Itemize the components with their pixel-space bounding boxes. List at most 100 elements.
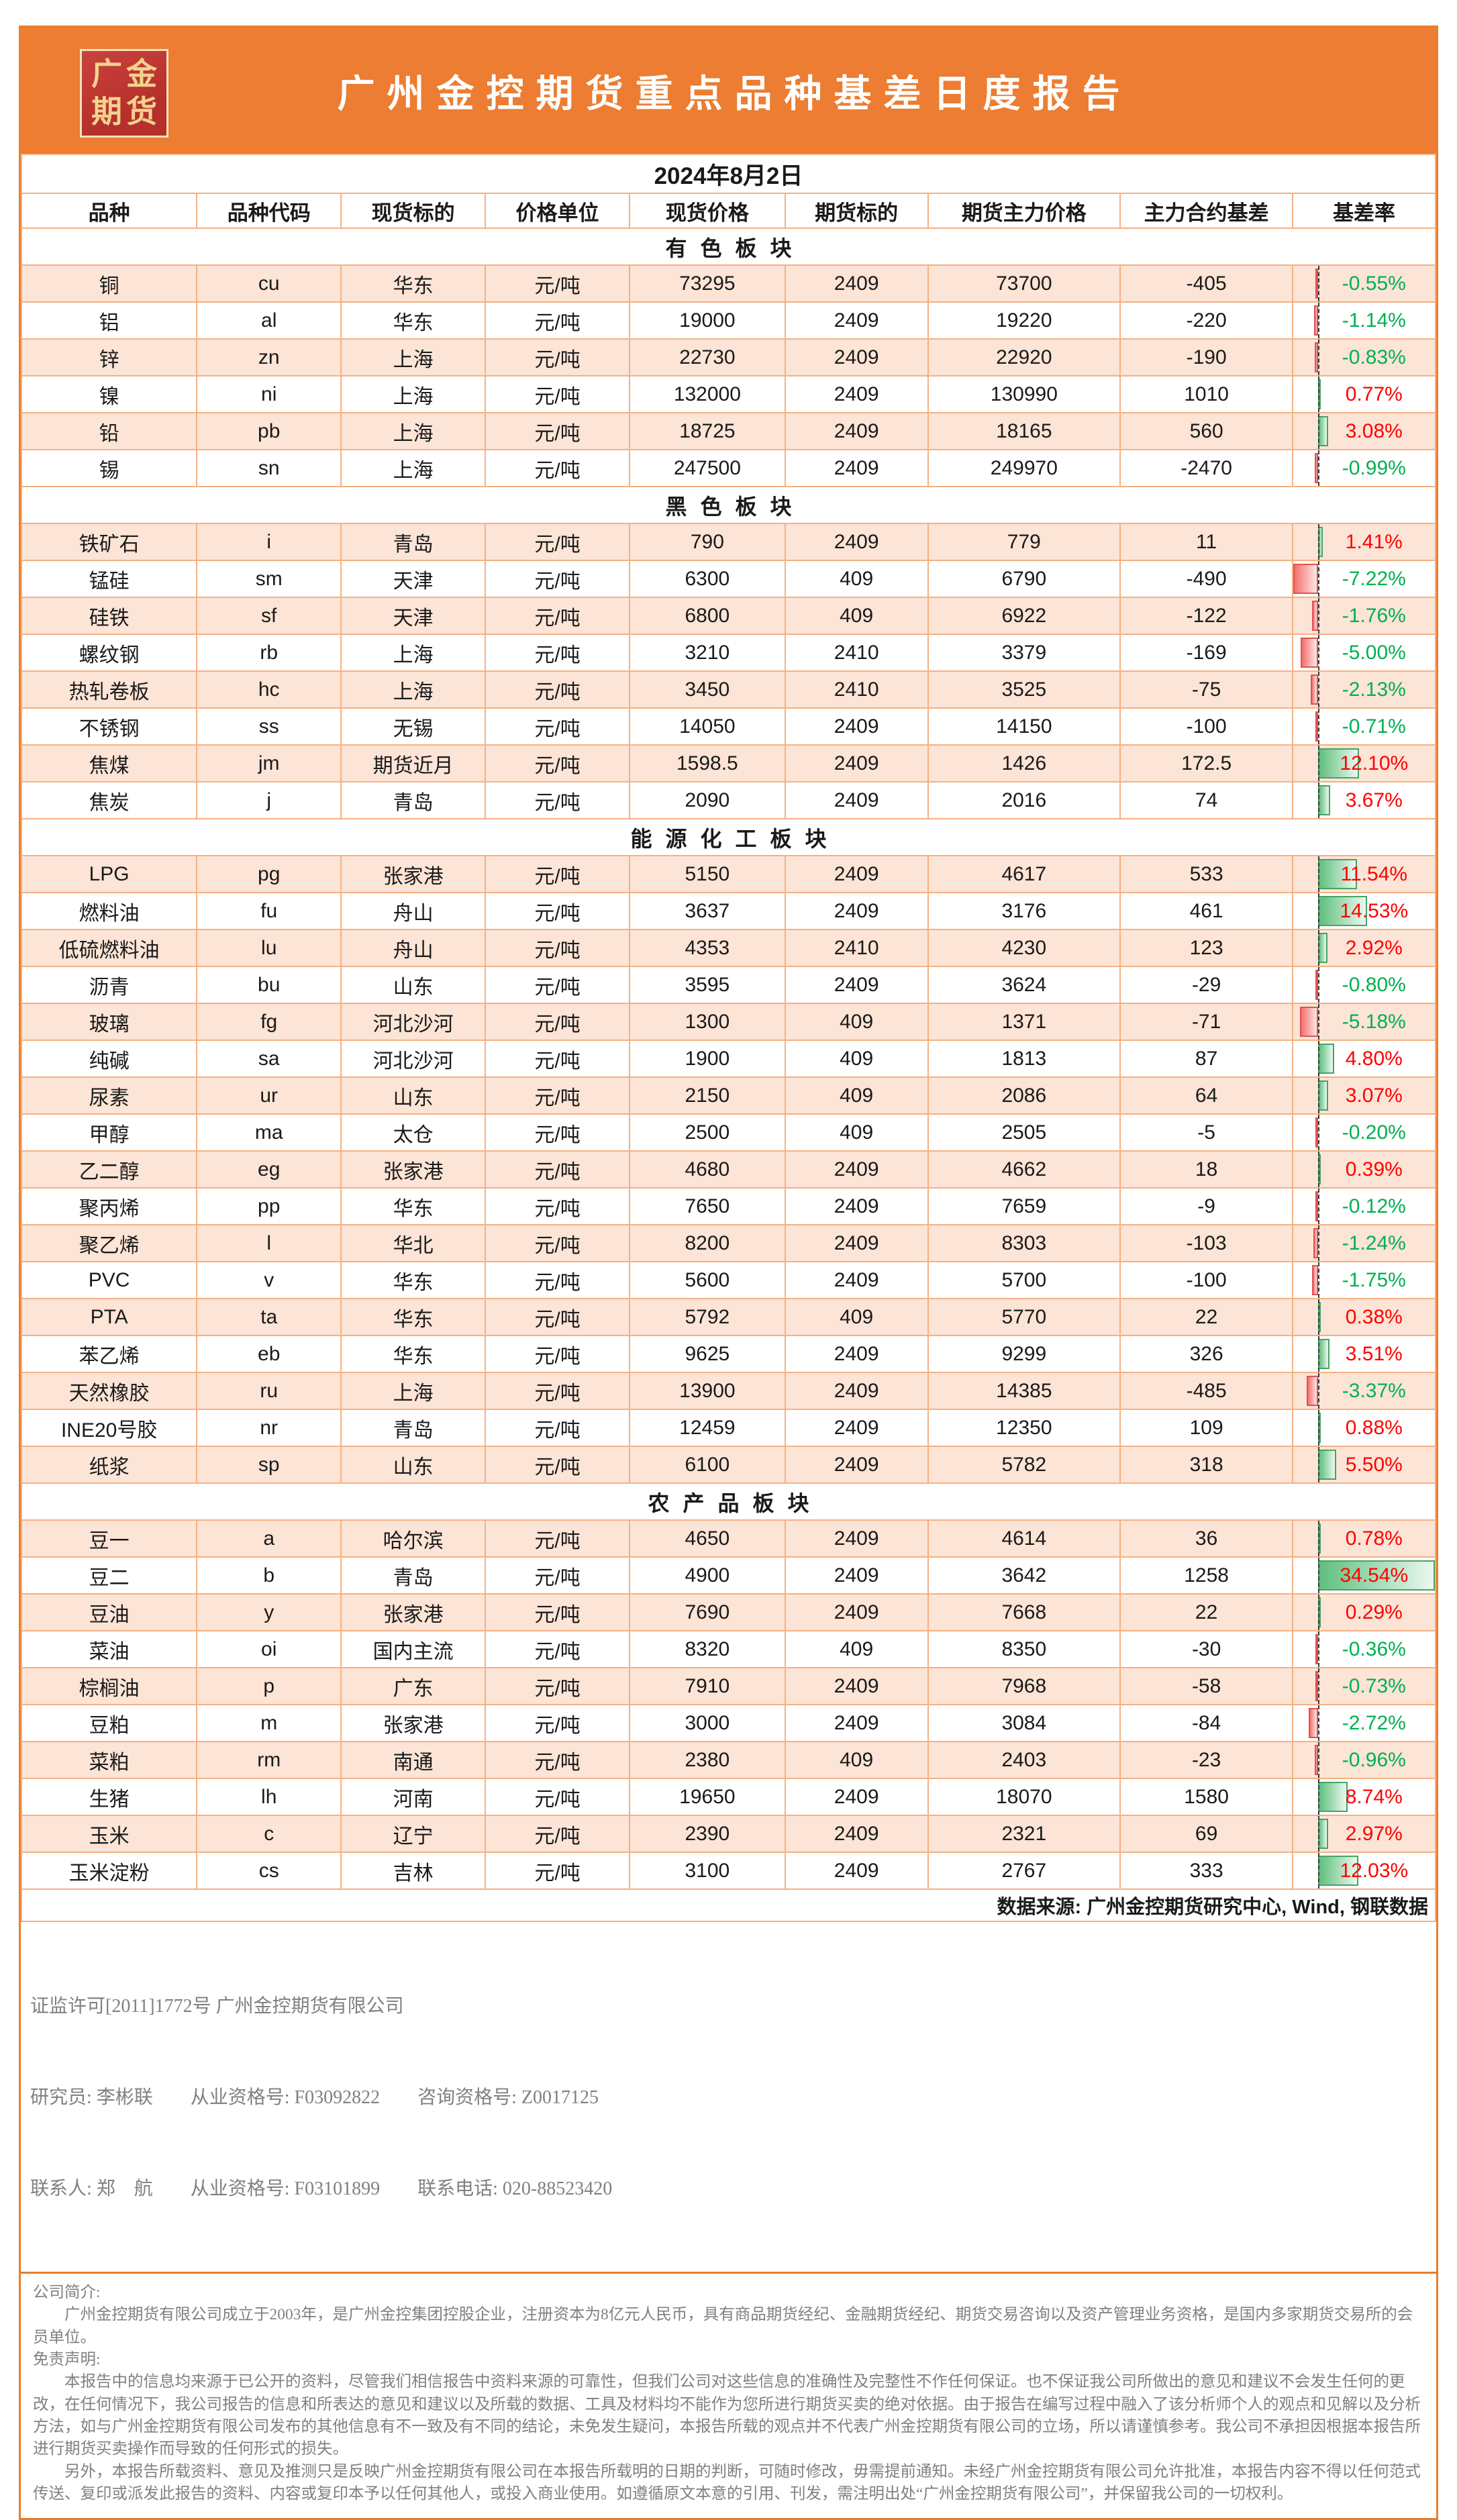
cell-variety: 沥青 (20, 966, 198, 1004)
cell-variety: 镍 (20, 375, 198, 413)
data-row: 菜油 oi 国内主流 元/吨 8320 409 8350 -30 -0.36% (20, 1630, 1436, 1668)
basis-rate-value: -0.80% (1342, 973, 1406, 996)
section-title: 能源化工板块 (21, 818, 1436, 856)
cell-basis-rate: -0.73% (1292, 1667, 1436, 1705)
cell-price-unit: 元/吨 (485, 301, 630, 340)
basis-rate-value: -0.36% (1342, 1637, 1406, 1660)
negative-data-bar (1313, 1228, 1318, 1258)
cell-code: rm (196, 1741, 342, 1779)
basis-rate-value: -1.75% (1342, 1268, 1406, 1291)
cell-futures-price: 12350 (927, 1409, 1121, 1447)
cell-price-unit: 元/吨 (485, 1815, 630, 1853)
cell-contract: 409 (784, 1003, 929, 1041)
column-header-row: 品种 品种代码 现货标的 价格单位 现货价格 期货标的 期货主力价格 主力合约基差 基差率 (20, 193, 1436, 229)
data-row: LPG pg 张家港 元/吨 5150 2409 4617 533 11.54% (20, 855, 1436, 893)
cell-contract: 409 (784, 1040, 929, 1078)
cell-spot-price: 8200 (628, 1224, 786, 1262)
cell-price-unit: 元/吨 (485, 1409, 630, 1447)
cell-spot-target: 山东 (340, 1446, 487, 1484)
data-row: 低硫燃料油 lu 舟山 元/吨 4353 2410 4230 123 2.92% (20, 929, 1436, 967)
cell-code: ni (196, 375, 342, 413)
cell-contract: 409 (784, 1113, 929, 1152)
data-bar-axis (1317, 1115, 1319, 1150)
data-bar-axis (1317, 1078, 1319, 1113)
cell-code: m (196, 1704, 342, 1742)
data-bar-axis (1317, 1448, 1319, 1482)
data-bar-axis (1317, 1152, 1319, 1187)
cell-futures-price: 8350 (927, 1630, 1121, 1668)
cell-spot-price: 790 (628, 523, 786, 561)
cell-basis: -29 (1119, 966, 1294, 1004)
negative-data-bar (1301, 638, 1318, 668)
data-row: 镍 ni 上海 元/吨 132000 2409 130990 1010 0.77% (20, 375, 1436, 413)
cell-price-unit: 元/吨 (485, 892, 630, 930)
cell-basis: 172.5 (1119, 744, 1294, 783)
cell-basis-rate: -0.80% (1292, 966, 1436, 1004)
cell-basis-rate: 0.78% (1292, 1519, 1436, 1558)
cell-basis-rate: -1.75% (1292, 1261, 1436, 1299)
cell-price-unit: 元/吨 (485, 1593, 630, 1631)
cell-price-unit: 元/吨 (485, 744, 630, 783)
cell-spot-target: 吉林 (340, 1852, 487, 1890)
cell-basis: -30 (1119, 1630, 1294, 1668)
cell-price-unit: 元/吨 (485, 1040, 630, 1078)
cell-spot-target: 张家港 (340, 855, 487, 893)
cell-basis-rate: -1.14% (1292, 301, 1436, 340)
cell-price-unit: 元/吨 (485, 1003, 630, 1041)
cell-basis-rate: 12.03% (1292, 1852, 1436, 1890)
cell-variety: 甲醇 (20, 1113, 198, 1152)
data-bar-axis (1317, 562, 1319, 596)
cell-variety: 铜 (20, 264, 198, 303)
cell-basis-rate: -0.71% (1292, 707, 1436, 746)
basis-rate-value: -1.76% (1342, 604, 1406, 627)
cell-variety: 铅 (20, 412, 198, 450)
data-row: 纯碱 sa 河北沙河 元/吨 1900 409 1813 87 4.80% (20, 1040, 1436, 1078)
cell-basis: 1580 (1119, 1778, 1294, 1816)
cell-basis-rate: 0.29% (1292, 1593, 1436, 1631)
cell-price-unit: 元/吨 (485, 1298, 630, 1336)
cell-code: lh (196, 1778, 342, 1816)
cell-code: eb (196, 1335, 342, 1373)
cell-variety: 锡 (20, 449, 198, 487)
cell-basis-rate: 34.54% (1292, 1556, 1436, 1595)
cell-basis-rate: 11.54% (1292, 855, 1436, 893)
cell-basis-rate: 4.80% (1292, 1040, 1436, 1078)
cell-contract: 409 (784, 1741, 929, 1779)
cell-price-unit: 元/吨 (485, 560, 630, 598)
basis-rate-value: 3.51% (1345, 1342, 1403, 1365)
cell-spot-price: 4680 (628, 1150, 786, 1189)
cell-basis-rate: -0.36% (1292, 1630, 1436, 1668)
basis-rate-value: -0.55% (1342, 272, 1406, 295)
cell-variety: 热轧卷板 (20, 670, 198, 709)
cell-code: sa (196, 1040, 342, 1078)
cell-spot-target: 山东 (340, 966, 487, 1004)
cell-variety: 菜油 (20, 1630, 198, 1668)
cell-futures-price: 3379 (927, 634, 1121, 672)
cell-code: al (196, 301, 342, 340)
data-row: 硅铁 sf 天津 元/吨 6800 409 6922 -122 -1.76% (20, 597, 1436, 635)
cell-futures-price: 8303 (927, 1224, 1121, 1262)
col-header-0: 品种 (20, 193, 198, 229)
cell-contract: 2409 (784, 1150, 929, 1189)
cell-contract: 2409 (784, 1556, 929, 1595)
cell-variety: 玉米淀粉 (20, 1852, 198, 1890)
cell-futures-price: 14150 (927, 707, 1121, 746)
logo-text-bottom: 期货 (91, 95, 161, 129)
cell-code: sp (196, 1446, 342, 1484)
report-frame: 广金 期货 广州金控期货重点品种基差日度报告 2024年8月2日 品种 品种代码 现货… (19, 26, 1438, 2520)
data-bar-axis (1317, 1300, 1319, 1334)
cell-price-unit: 元/吨 (485, 634, 630, 672)
basis-rate-value: 0.88% (1345, 1416, 1403, 1439)
cell-contract: 2409 (784, 1224, 929, 1262)
cell-futures-price: 14385 (927, 1372, 1121, 1410)
cell-spot-target: 广东 (340, 1667, 487, 1705)
data-row: 纸浆 sp 山东 元/吨 6100 2409 5782 318 5.50% (20, 1446, 1436, 1484)
negative-data-bar (1314, 453, 1318, 483)
disclaimer-paragraph: 本报告中的信息均来源于已公开的资料，尽管我们相信报告中资料来源的可靠性，但我们公… (33, 2373, 1421, 2458)
cell-variety: 豆粕 (20, 1704, 198, 1742)
cell-spot-price: 132000 (628, 375, 786, 413)
basis-rate-value: 11.54% (1340, 862, 1408, 885)
cell-price-unit: 元/吨 (485, 1630, 630, 1668)
cell-variety: 铁矿石 (20, 523, 198, 561)
cell-contract: 2409 (784, 301, 929, 340)
